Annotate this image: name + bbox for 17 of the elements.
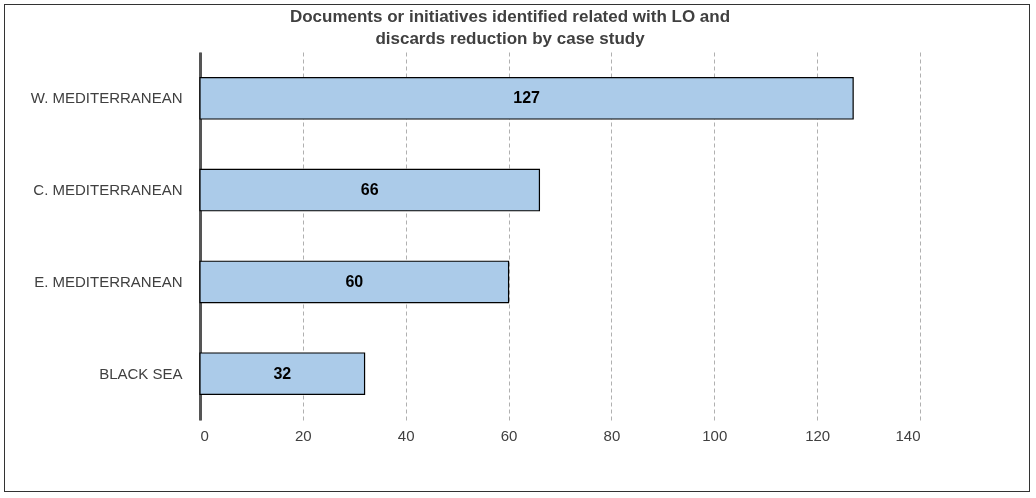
y-tick-label: W. MEDITERRANEAN [30, 89, 183, 107]
x-tick-label: 140 [895, 426, 921, 444]
x-tick-label: 100 [702, 426, 728, 444]
chart-title: Documents or initiatives identified related with LO and discards reduction by case study [289, 7, 731, 48]
y-tick-label: BLACK SEA [99, 364, 183, 382]
data-label: 127 [513, 89, 541, 107]
x-tick-label: 60 [500, 426, 518, 444]
data-label: 60 [345, 272, 364, 290]
x-tick-label: 80 [603, 426, 621, 444]
x-tick-label: 0 [200, 426, 209, 444]
y-tick-label: C. MEDITERRANEAN [33, 181, 183, 199]
data-label: 66 [360, 181, 379, 199]
x-tick-label: 40 [397, 426, 415, 444]
x-tick-label: 120 [805, 426, 831, 444]
y-tick-label: E. MEDITERRANEAN [34, 272, 183, 290]
data-label: 32 [273, 364, 292, 382]
x-tick-label: 20 [295, 426, 312, 444]
